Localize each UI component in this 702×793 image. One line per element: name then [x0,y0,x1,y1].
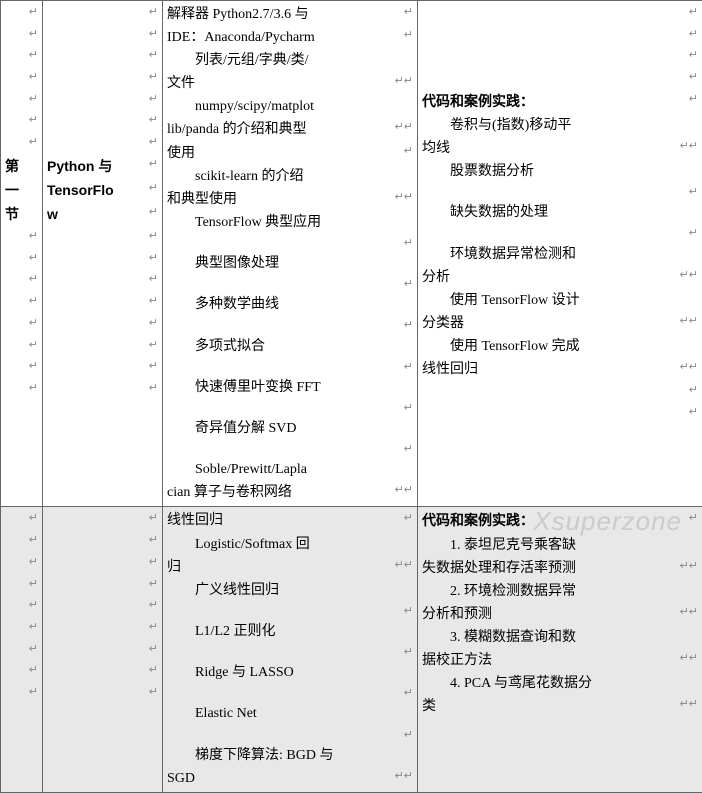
section-number-cell: ↵↵↵↵↵↵↵↵↵ [1,507,43,792]
topic-title-cell: ↵↵↵↵↵↵↵↵↵ [43,507,163,792]
topic-title-cell: ↵↵↵↵↵↵↵Python 与↵TensorFlo↵w↵↵↵↵↵↵↵↵↵ [43,1,163,507]
content-cell: 解释器 Python2.7/3.6 与↵IDE：Anaconda/Pycharm… [163,1,418,507]
content-cell: 线性回归↵Logistic/Softmax 回↵归↵广义线性回归↵L1/L2 正… [163,507,418,792]
section-number-cell: ↵↵↵↵↵↵↵第一节↵↵↵↵↵↵↵↵ [1,1,43,507]
practice-cell: ↵↵↵↵代码和案例实践：↵卷积与(指数)移动平↵均线↵股票数据分析↵缺失数据的处… [418,1,702,507]
table-row: ↵↵↵↵↵↵↵第一节↵↵↵↵↵↵↵↵ ↵↵↵↵↵↵↵Python 与↵Tenso… [1,1,702,507]
practice-cell: 代码和案例实践：↵1. 泰坦尼克号乘客缺↵失数据处理和存活率预测↵2. 环境检测… [418,507,702,792]
course-table: ↵↵↵↵↵↵↵第一节↵↵↵↵↵↵↵↵ ↵↵↵↵↵↵↵Python 与↵Tenso… [0,0,702,793]
table-row: ↵↵↵↵↵↵↵↵↵ ↵↵↵↵↵↵↵↵↵ 线性回归↵Logistic/Softma… [1,507,702,792]
